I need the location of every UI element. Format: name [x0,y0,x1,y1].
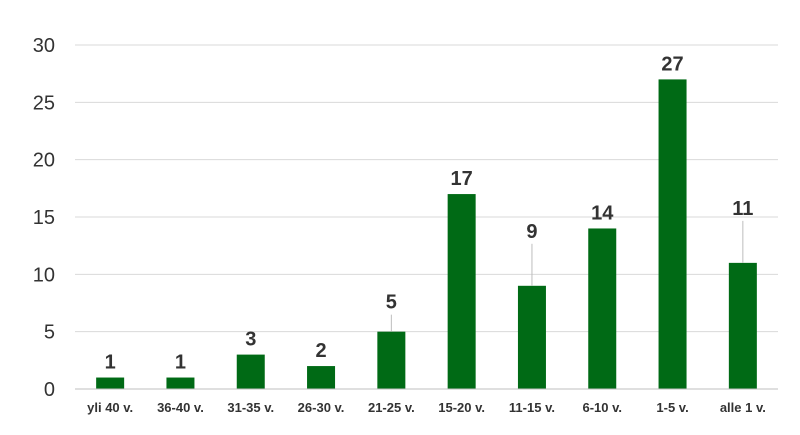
y-tick-label: 30 [33,35,55,57]
y-tick-label: 0 [44,379,55,401]
x-tick-label: 31-35 v. [227,400,274,415]
bar-31-35-v- [236,354,265,389]
x-axis-tick-labels: yli 40 v. 36-40 v. 31-35 v. 26-30 v. 21-25 v… [87,400,766,415]
bar-11-15-v- [517,285,546,389]
x-tick-label: 26-30 v. [298,400,345,415]
y-tick-label: 20 [33,150,55,172]
data-label-leader-lines [390,220,744,332]
x-tick-label: 36-40 v. [157,400,204,415]
data-label: 17 [451,168,473,190]
x-tick-label: yli 40 v. [87,400,133,415]
y-tick-label: 25 [33,92,55,114]
x-tick-label: 6-10 v. [582,400,622,415]
data-label: 2 [315,340,326,362]
y-tick-label: 15 [33,207,55,229]
x-tick-label: 11-15 v. [509,400,555,415]
x-tick-label: 15-20 v. [438,400,485,415]
bar-26-30-v- [307,366,336,389]
data-label: 3 [245,329,256,351]
bar-1-5-v- [658,79,687,390]
data-label: 1 [175,352,186,374]
x-tick-label: 21-25 v. [368,400,415,415]
x-tick-label: 1-5 v. [656,400,688,415]
bars [96,79,757,390]
y-tick-label: 5 [44,322,55,344]
data-label: 11 [732,198,753,220]
data-label: 14 [591,202,614,224]
data-label: 27 [661,53,683,75]
y-tick-label: 10 [33,264,55,286]
bar-6-10-v- [588,228,617,389]
bar-21-25-v- [377,331,406,389]
y-axis-tick-labels: 0 5 10 15 20 25 30 [33,35,55,401]
bar-36-40-v- [166,377,195,389]
bar-alle-1-v- [728,262,757,389]
data-label: 5 [386,292,397,314]
data-label: 1 [105,352,116,374]
data-label: 9 [526,221,537,243]
x-tick-label: alle 1 v. [720,400,766,415]
bar-yli-40-v- [96,377,125,389]
bar-15-20-v- [447,194,476,389]
